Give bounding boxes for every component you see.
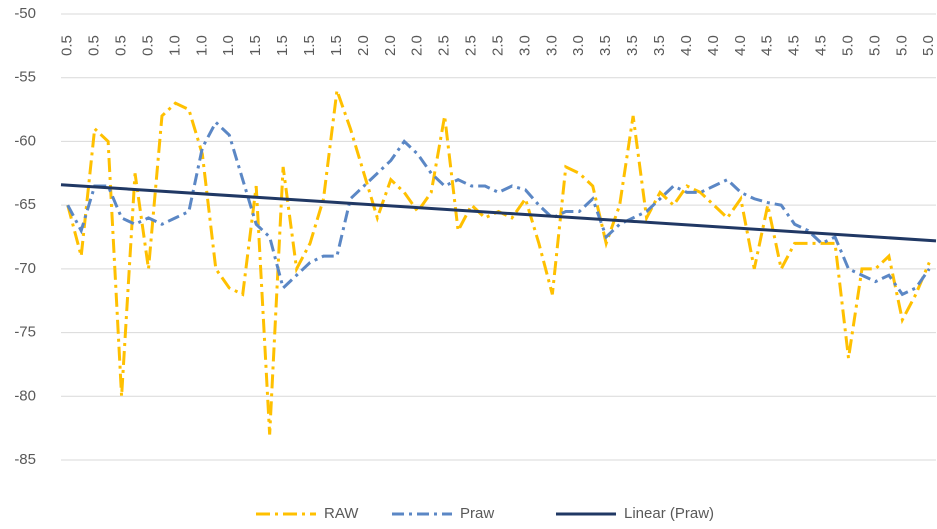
- x-tick-label: 3.0: [543, 35, 560, 56]
- x-tick-label: 3.5: [651, 35, 668, 56]
- x-tick-label: 5.0: [866, 35, 883, 56]
- trendline: [60, 183, 937, 243]
- x-tick-label: 5.0: [920, 35, 937, 56]
- x-tick-label: 1.0: [220, 35, 237, 56]
- x-tick-label: 4.5: [759, 35, 776, 56]
- y-tick-label: -85: [14, 451, 36, 468]
- x-tick-label: 3.0: [570, 35, 587, 56]
- x-tick-label: 5.0: [893, 35, 910, 56]
- y-tick-label: -75: [14, 324, 36, 341]
- x-tick-label: 1.5: [274, 35, 291, 56]
- y-tick-label: -55: [14, 69, 36, 86]
- x-tick-label: 0.5: [59, 35, 76, 56]
- x-tick-label: 4.5: [813, 35, 830, 56]
- x-tick-label: 2.0: [355, 35, 372, 56]
- y-tick-label: -80: [14, 387, 36, 404]
- x-tick-label: 1.0: [193, 35, 210, 56]
- x-tick-label: 1.0: [166, 35, 183, 56]
- series-line: [66, 119, 931, 297]
- legend-label: Linear (Praw): [624, 505, 714, 522]
- x-tick-label: 4.5: [786, 35, 803, 56]
- x-tick-label: 0.5: [113, 35, 130, 56]
- legend-label: RAW: [324, 505, 359, 522]
- x-tick-label: 0.5: [86, 35, 103, 56]
- x-tick-label: 1.5: [301, 35, 318, 56]
- x-tick-label: 3.5: [597, 35, 614, 56]
- series-line: [66, 89, 931, 435]
- x-tick-label: 2.5: [436, 35, 453, 56]
- x-tick-label: 3.0: [516, 35, 533, 56]
- y-tick-label: -70: [14, 260, 36, 277]
- x-tick-label: 0.5: [139, 35, 156, 56]
- x-tick-label: 1.5: [328, 35, 345, 56]
- x-tick-label: 4.0: [678, 35, 695, 56]
- y-tick-label: -65: [14, 196, 36, 213]
- x-tick-label: 2.0: [382, 35, 399, 56]
- x-tick-label: 2.5: [463, 35, 480, 56]
- x-tick-label: 2.5: [489, 35, 506, 56]
- x-tick-label: 2.0: [409, 35, 426, 56]
- x-tick-label: 4.0: [732, 35, 749, 56]
- x-tick-label: 1.5: [247, 35, 264, 56]
- y-tick-label: -60: [14, 132, 36, 149]
- x-tick-label: 3.5: [624, 35, 641, 56]
- legend-label: Praw: [460, 505, 494, 522]
- y-tick-label: -50: [14, 5, 36, 22]
- x-tick-label: 5.0: [839, 35, 856, 56]
- x-tick-label: 4.0: [705, 35, 722, 56]
